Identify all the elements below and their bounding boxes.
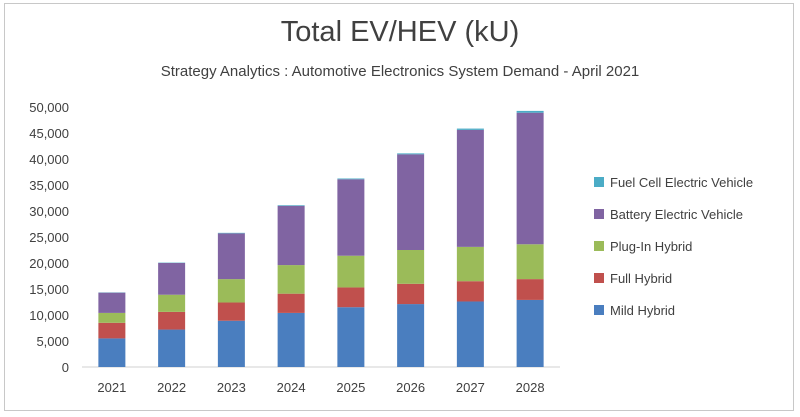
bar-segment-plug-in-hybrid bbox=[277, 265, 305, 294]
bar-segment-battery-electric-vehicle bbox=[397, 154, 425, 250]
x-tick-label: 2023 bbox=[217, 380, 246, 395]
legend-swatch bbox=[594, 209, 604, 219]
bar-segment-full-hybrid bbox=[516, 279, 544, 300]
bar-segment-plug-in-hybrid bbox=[98, 312, 126, 323]
bar-segment-battery-electric-vehicle bbox=[158, 263, 186, 295]
legend: Fuel Cell Electric Vehicle Battery Electr… bbox=[594, 175, 753, 318]
bar-segment-battery-electric-vehicle bbox=[217, 233, 245, 280]
bar-segment-full-hybrid bbox=[277, 293, 305, 313]
legend-swatch bbox=[594, 273, 604, 283]
x-tick-label: 2028 bbox=[516, 380, 545, 395]
y-tick-label: 15,000 bbox=[29, 282, 69, 297]
y-tick-label: 30,000 bbox=[29, 204, 69, 219]
bar-segment-mild-hybrid bbox=[516, 299, 544, 367]
bar-segment-battery-electric-vehicle bbox=[456, 129, 484, 247]
y-tick-label: 20,000 bbox=[29, 256, 69, 271]
x-tick-label: 2027 bbox=[456, 380, 485, 395]
bar-segment-mild-hybrid bbox=[456, 301, 484, 367]
bar-segment-full-hybrid bbox=[158, 311, 186, 330]
y-tick-label: 5,000 bbox=[36, 334, 69, 349]
bar-segment-full-hybrid bbox=[217, 302, 245, 321]
bar-segment-full-hybrid bbox=[98, 322, 126, 339]
x-tick-label: 2022 bbox=[157, 380, 186, 395]
bar-segment-full-hybrid bbox=[337, 287, 365, 308]
bar-segment-plug-in-hybrid bbox=[337, 255, 365, 288]
x-tick-label: 2025 bbox=[336, 380, 365, 395]
x-tick-label: 2026 bbox=[396, 380, 425, 395]
legend-label: Plug-In Hybrid bbox=[610, 239, 692, 254]
y-tick-label: 45,000 bbox=[29, 126, 69, 141]
bar-segment-plug-in-hybrid bbox=[397, 250, 425, 284]
bar-segment-plug-in-hybrid bbox=[217, 279, 245, 303]
y-tick-label: 25,000 bbox=[29, 230, 69, 245]
chart-subtitle: Strategy Analytics : Automotive Electron… bbox=[160, 63, 640, 80]
bar-segment-mild-hybrid bbox=[158, 329, 186, 367]
bar-segment-fuel-cell-electric-vehicle bbox=[277, 205, 305, 206]
bar-segment-mild-hybrid bbox=[277, 312, 305, 367]
y-tick-label: 10,000 bbox=[29, 308, 69, 323]
bar-segment-full-hybrid bbox=[397, 283, 425, 305]
bar-segment-fuel-cell-electric-vehicle bbox=[516, 110, 544, 113]
legend-label: Mild Hybrid bbox=[610, 303, 675, 318]
bar-segment-mild-hybrid bbox=[217, 320, 245, 367]
chart-title: Total EV/HEV (kU) bbox=[280, 16, 520, 48]
x-tick-label: 2024 bbox=[277, 380, 306, 395]
bar-segment-full-hybrid bbox=[456, 281, 484, 302]
legend-label: Full Hybrid bbox=[610, 271, 672, 286]
bar-segment-battery-electric-vehicle bbox=[337, 179, 365, 256]
x-tick-label: 2021 bbox=[97, 380, 126, 395]
bar-segment-fuel-cell-electric-vehicle bbox=[337, 178, 365, 180]
y-tick-label: 50,000 bbox=[29, 100, 69, 115]
bar-segment-plug-in-hybrid bbox=[516, 244, 544, 280]
bar-segment-battery-electric-vehicle bbox=[98, 292, 126, 313]
y-tick-label: 40,000 bbox=[29, 152, 69, 167]
bars bbox=[98, 110, 544, 367]
legend-label: Battery Electric Vehicle bbox=[610, 207, 743, 222]
legend-label: Fuel Cell Electric Vehicle bbox=[610, 175, 753, 190]
bar-segment-plug-in-hybrid bbox=[456, 246, 484, 282]
bar-segment-fuel-cell-electric-vehicle bbox=[397, 153, 425, 155]
bar-segment-fuel-cell-electric-vehicle bbox=[217, 232, 245, 234]
bar-segment-plug-in-hybrid bbox=[158, 294, 186, 312]
legend-swatch bbox=[594, 305, 604, 315]
legend-swatch bbox=[594, 241, 604, 251]
bar-segment-mild-hybrid bbox=[98, 338, 126, 367]
y-tick-label: 35,000 bbox=[29, 178, 69, 193]
bar-segment-battery-electric-vehicle bbox=[516, 112, 544, 245]
y-tick-label: 0 bbox=[62, 360, 69, 375]
bar-segment-fuel-cell-electric-vehicle bbox=[456, 128, 484, 130]
bar-segment-mild-hybrid bbox=[337, 307, 365, 367]
axes: 0 5,000 10,000 15,000 20,000 25,000 30,000 35,0… bbox=[29, 100, 560, 395]
bar-segment-battery-electric-vehicle bbox=[277, 205, 305, 266]
legend-swatch bbox=[594, 177, 604, 187]
bar-segment-mild-hybrid bbox=[397, 304, 425, 367]
